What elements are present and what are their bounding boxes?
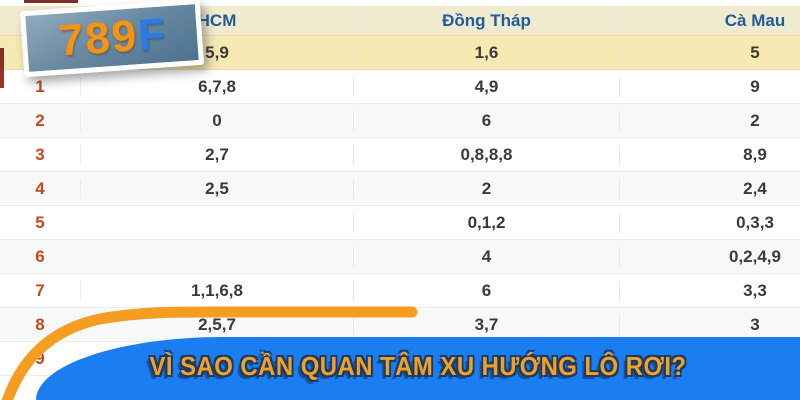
row-index: 3	[35, 144, 45, 164]
cell-hcm: 1,1,6,8	[80, 280, 353, 301]
red-edge-fragment	[0, 48, 4, 88]
table-row: 7 1,1,6,8 6 3,3	[0, 274, 800, 308]
cell-hcm: 2,5,7	[80, 314, 353, 335]
cell-ca-mau: 5	[619, 42, 800, 63]
table-row: 5 0,1,2 0,3,3	[0, 206, 800, 240]
cell-dong-thap: 2	[353, 178, 619, 199]
cell-hcm: 6,7,8	[80, 76, 353, 97]
cell-ca-mau: 0,2,4,9	[619, 246, 800, 267]
column-header-dong-thap: Đồng Tháp	[353, 10, 619, 31]
cell-hcm: 0	[80, 110, 353, 131]
cell-hcm: 2,7	[80, 144, 353, 165]
cell-ca-mau: 3,3	[619, 280, 800, 301]
row-index: 6	[35, 246, 45, 266]
cell-dong-thap: 1,6	[353, 42, 619, 63]
table-body: 5,9 1,6 5 1 6,7,8 4,9 9 2 0 6 2 3 2,7 0,…	[0, 36, 800, 376]
cell-dong-thap: 3,7	[353, 314, 619, 335]
cell-dong-thap: 0,8,8,8	[353, 144, 619, 165]
cell-dong-thap: 4,9	[353, 76, 619, 97]
row-index: 7	[35, 280, 45, 300]
cell-ca-mau: 2	[619, 110, 800, 131]
row-index: 8	[35, 314, 45, 334]
cell-dong-thap: 0,1,2	[353, 212, 619, 233]
logo-text-789: 789	[57, 11, 140, 66]
cell-dong-thap: 6	[353, 110, 619, 131]
headline-text: VÌ SAO CẦN QUAN TÂM XU HƯỚNG LÔ RƠI?	[149, 351, 687, 381]
cell-ca-mau: 2,4	[619, 178, 800, 199]
logo-text-f: F	[136, 9, 167, 61]
table-row: 1 6,7,8 4,9 9	[0, 70, 800, 104]
row-index: 4	[35, 178, 45, 198]
headline-banner: VÌ SAO CẦN QUAN TÂM XU HƯỚNG LÔ RƠI?	[36, 337, 800, 400]
cell-ca-mau: 0,3,3	[619, 212, 800, 233]
cell-dong-thap: 6	[353, 280, 619, 301]
cell-ca-mau: 3	[619, 314, 800, 335]
cell-hcm: 2,5	[80, 178, 353, 199]
cell-ca-mau: 8,9	[619, 144, 800, 165]
row-index: 5	[35, 212, 45, 232]
row-index: 1	[35, 76, 45, 96]
column-header-ca-mau: Cà Mau	[619, 10, 800, 31]
table-row: 3 2,7 0,8,8,8 8,9	[0, 138, 800, 172]
table-row: 6 4 0,2,4,9	[0, 240, 800, 274]
red-edge-fragment	[24, 0, 78, 3]
brand-logo[interactable]: 789 F	[19, 0, 205, 78]
cell-dong-thap: 4	[353, 246, 619, 267]
table-row: 2 0 6 2	[0, 104, 800, 138]
row-index: 2	[35, 110, 45, 130]
table-row: 4 2,5 2 2,4	[0, 172, 800, 206]
cell-ca-mau: 9	[619, 76, 800, 97]
